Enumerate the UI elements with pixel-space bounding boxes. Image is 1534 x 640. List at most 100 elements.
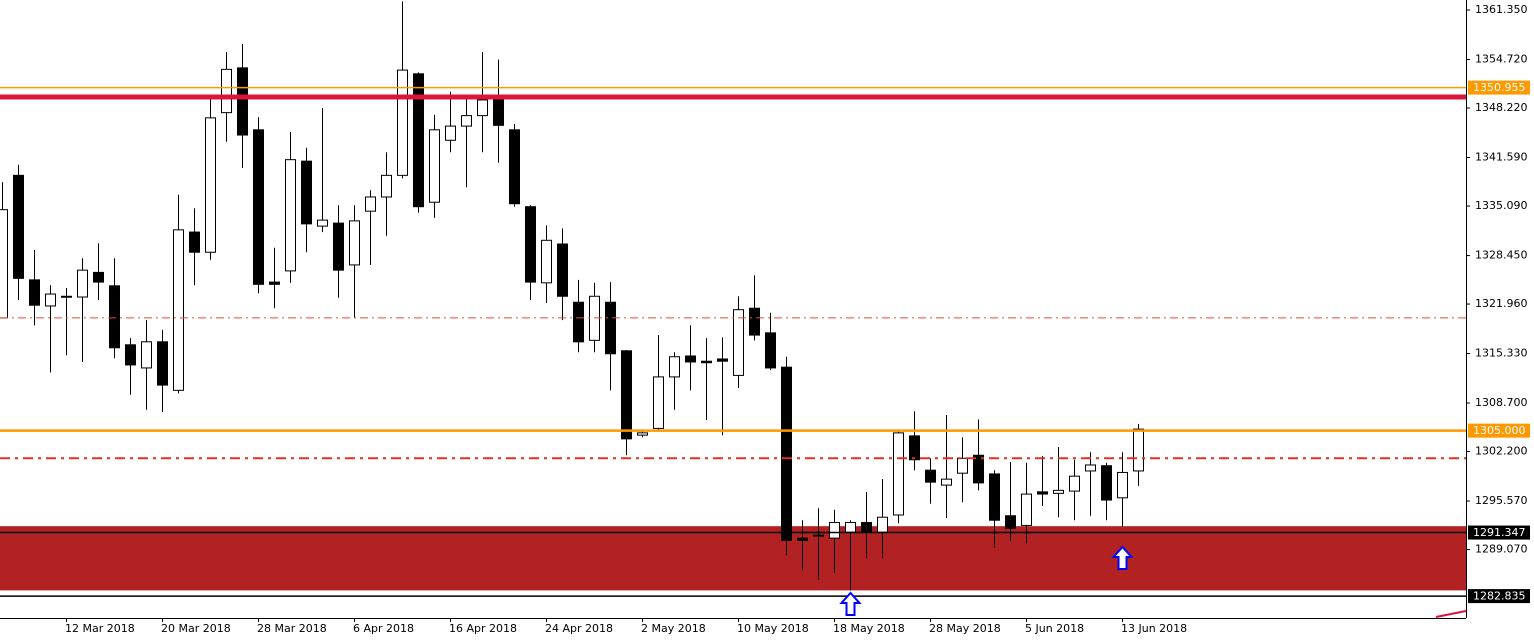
x-tick-label: 13 Jun 2018 — [1121, 622, 1187, 635]
arrow-marker — [839, 591, 862, 616]
candle-body — [669, 356, 680, 378]
candle-body — [829, 521, 840, 539]
arrow-marker — [1111, 545, 1134, 570]
candle-body — [621, 350, 632, 440]
y-tick-label: 1328.450 — [1475, 249, 1528, 262]
candle-body — [93, 271, 104, 283]
x-tick-label: 5 Jun 2018 — [1025, 622, 1084, 635]
candle-body — [189, 231, 200, 253]
candle-body — [125, 344, 136, 366]
x-tick-label: 28 May 2018 — [929, 622, 1001, 635]
candle-body — [861, 521, 872, 532]
x-tick-label: 12 Mar 2018 — [65, 622, 135, 635]
candle-body — [221, 68, 232, 114]
candle-body — [813, 534, 824, 537]
y-tick-label: 1321.960 — [1475, 297, 1528, 310]
level-label: 1350.955 — [1473, 81, 1526, 94]
candle-body — [61, 295, 72, 298]
candle-body — [989, 473, 1000, 521]
candle-body — [749, 307, 760, 336]
candle-body — [781, 366, 792, 541]
level-tag — [1468, 80, 1530, 95]
candle-body — [797, 537, 808, 541]
candle-body — [461, 115, 472, 127]
y-tick-label: 1315.330 — [1475, 347, 1528, 360]
candle-body — [477, 99, 488, 117]
candle-body — [973, 454, 984, 484]
candle-body — [957, 457, 968, 474]
candle-body — [1117, 471, 1128, 499]
candle-body — [109, 285, 120, 349]
candle-body — [29, 279, 40, 306]
y-tick-label: 1302.200 — [1475, 445, 1528, 458]
x-tick-label: 24 Apr 2018 — [545, 622, 613, 635]
candle-body — [381, 174, 392, 198]
candle-body — [1101, 465, 1112, 501]
candle-body — [1021, 493, 1032, 526]
candle-body — [1037, 491, 1048, 495]
y-tick-label: 1295.570 — [1475, 494, 1528, 507]
candle-body — [429, 129, 440, 203]
x-tick-label: 20 Mar 2018 — [161, 622, 231, 635]
y-tick-label: 1341.590 — [1475, 151, 1528, 164]
candle-body — [0, 209, 8, 319]
candle-body — [1069, 475, 1080, 492]
candle-body — [893, 432, 904, 516]
x-tick-label: 28 Mar 2018 — [257, 622, 327, 635]
corner-mark — [1435, 610, 1467, 618]
candle-body — [845, 521, 856, 533]
candle-body — [765, 332, 776, 369]
candle-body — [733, 309, 744, 376]
candle-body — [1133, 428, 1144, 472]
y-tick-label: 1361.350 — [1475, 3, 1528, 16]
candle-body — [541, 239, 552, 284]
level-label: 1291.347 — [1473, 526, 1526, 539]
x-tick-label: 18 May 2018 — [833, 622, 905, 635]
candle-body — [1005, 515, 1016, 529]
y-tick-label: 1289.070 — [1475, 543, 1528, 556]
candle-body — [333, 222, 344, 271]
candle-body — [653, 376, 664, 429]
candle-body — [573, 301, 584, 343]
candle-body — [413, 73, 424, 208]
x-tick-label: 6 Apr 2018 — [353, 622, 414, 635]
candle-body — [925, 469, 936, 483]
candle-body — [45, 293, 56, 307]
candle-body — [301, 160, 312, 225]
candle-body — [349, 220, 360, 266]
candle-body — [941, 478, 952, 486]
candle-body — [205, 117, 216, 253]
candle-body — [701, 360, 712, 364]
x-tick-label: 10 May 2018 — [737, 622, 809, 635]
candle-body — [1053, 489, 1064, 494]
candle-body — [877, 516, 888, 533]
candle-body — [317, 219, 328, 227]
candle-body — [557, 243, 568, 297]
candle-body — [637, 432, 648, 436]
level-tag — [1468, 589, 1530, 604]
candle-body — [13, 174, 24, 279]
y-tick-label: 1348.220 — [1475, 101, 1528, 114]
candle-body — [173, 229, 184, 391]
candle-body — [269, 281, 280, 285]
candle-body — [493, 99, 504, 126]
candle-body — [605, 301, 616, 355]
candle-body — [141, 341, 152, 369]
y-tick-label: 1354.720 — [1475, 52, 1528, 65]
level-tag — [1468, 525, 1530, 540]
level-label: 1305.000 — [1473, 424, 1526, 437]
y-tick-label: 1335.090 — [1475, 199, 1528, 212]
candle-body — [285, 159, 296, 272]
candle-body — [253, 129, 264, 285]
level-tag — [1468, 423, 1530, 438]
candle-body — [237, 67, 248, 136]
candle-body — [909, 435, 920, 461]
candle-body — [77, 269, 88, 298]
candle-body — [445, 125, 456, 141]
x-tick-label: 16 Apr 2018 — [449, 622, 517, 635]
candle-body — [717, 358, 728, 362]
candle-body — [365, 196, 376, 212]
candle-body — [1085, 464, 1096, 472]
candle-body — [685, 355, 696, 363]
